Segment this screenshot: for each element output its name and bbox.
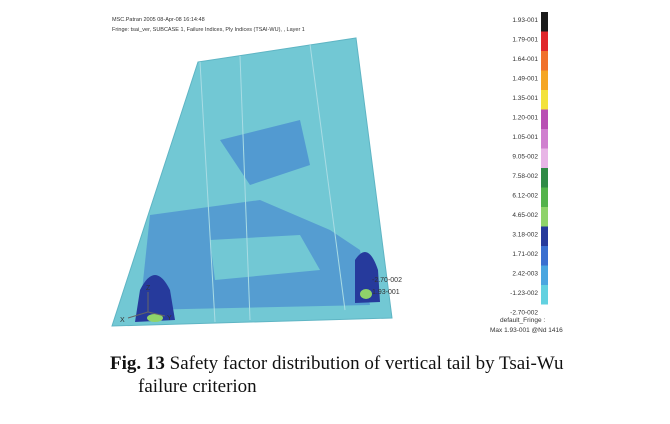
min-marker: -2.70-002 xyxy=(372,277,402,284)
stress-hotspot xyxy=(360,289,372,299)
max-marker: 1.93-001 xyxy=(372,289,400,296)
spar-line xyxy=(199,61,216,323)
legend-label: 1.93-001 xyxy=(512,17,538,24)
caption: Fig. 13 Safety factor distribution of ve… xyxy=(110,352,588,398)
axis-x xyxy=(127,311,149,319)
stress-hotspot xyxy=(147,314,163,322)
legend-swatch xyxy=(541,285,548,305)
axis-y xyxy=(147,311,166,317)
contour-plot: MSC.Patran 2005 08-Apr-08 16:14:48 Fring… xyxy=(111,12,563,334)
legend-swatch xyxy=(541,207,548,227)
contour-patch xyxy=(220,120,310,185)
caption-label: Fig. 13 xyxy=(110,353,165,374)
software-line: MSC.Patran 2005 08-Apr-08 16:14:48 xyxy=(112,17,205,23)
legend-label: 9.05-002 xyxy=(512,154,538,161)
legend-label: 1.35-001 xyxy=(512,95,538,102)
legend-label: 3.18-002 xyxy=(512,232,538,239)
fringe-line: Fringe: tsai_ver, SUBCASE 1, Failure Ind… xyxy=(112,27,305,33)
legend-label: -1.23-002 xyxy=(510,290,538,297)
legend-label: 1.64-001 xyxy=(512,56,538,63)
legend-swatch xyxy=(541,168,548,188)
legend-swatch xyxy=(541,265,548,285)
contour-patch xyxy=(210,235,320,280)
legend-label: 1.79-001 xyxy=(512,37,538,44)
caption-text: Safety factor distribution of vertical t… xyxy=(138,353,564,397)
fringe-name: default_Fringe : xyxy=(500,317,545,324)
legend-label: 4.65-002 xyxy=(512,212,538,219)
legend-swatch xyxy=(541,109,548,129)
legend-label: 1.05-001 xyxy=(512,134,538,141)
legend-label: 6.12-002 xyxy=(512,193,538,200)
fringe-max: Max 1.93-001 @Nd 1416 xyxy=(490,327,563,334)
legend-label: 1.20-001 xyxy=(512,115,538,122)
legend-swatch xyxy=(541,12,548,32)
axis-label: X xyxy=(120,317,125,324)
legend-swatch xyxy=(541,129,548,149)
legend-swatch xyxy=(541,187,548,207)
stress-hotspot xyxy=(135,275,175,322)
legend-swatch xyxy=(541,31,548,51)
legend-swatch xyxy=(541,226,548,246)
legend-label: 7.58-002 xyxy=(512,173,538,180)
axis-label: Z xyxy=(146,285,151,292)
legend-swatch xyxy=(541,70,548,90)
legend-swatch xyxy=(541,51,548,71)
legend-label: 1.49-001 xyxy=(512,76,538,83)
legend-swatch xyxy=(541,246,548,266)
legend-label: -2.70-002 xyxy=(510,310,538,317)
spar-line xyxy=(239,55,251,321)
axis-label: Y xyxy=(167,315,172,322)
legend-label: 2.42-003 xyxy=(512,271,538,278)
stress-hotspot xyxy=(355,252,380,303)
spar-line xyxy=(309,43,346,311)
legend-label: 1.71-002 xyxy=(512,251,538,258)
legend-swatch xyxy=(541,148,548,168)
legend-swatch xyxy=(541,90,548,110)
